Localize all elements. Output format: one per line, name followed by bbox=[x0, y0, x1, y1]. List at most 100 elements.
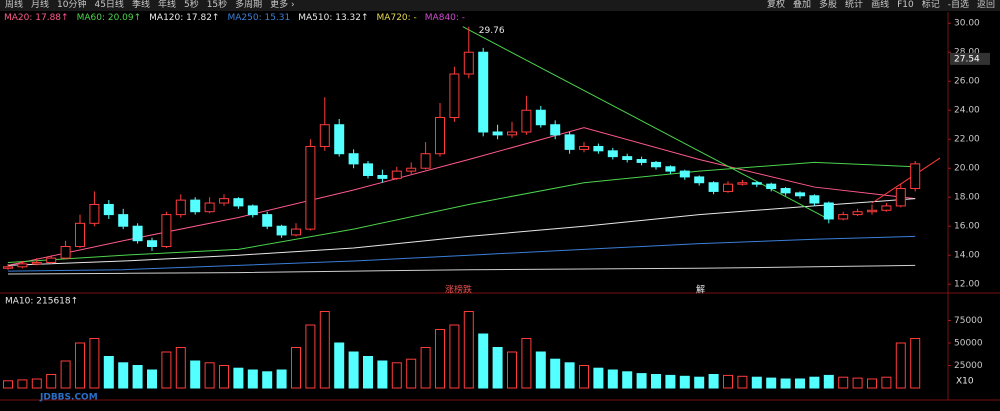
legend-entry: MA120: 17.82↑ bbox=[149, 13, 220, 23]
candle-body bbox=[651, 161, 661, 168]
volume-bar bbox=[535, 351, 546, 389]
candle-body bbox=[190, 199, 201, 213]
volume-bar bbox=[521, 338, 532, 389]
y-tick-label: 14.00 bbox=[954, 251, 980, 261]
toolbar-tab[interactable]: 10分钟 bbox=[57, 0, 87, 10]
volume-bar bbox=[636, 373, 647, 389]
price-marker-box bbox=[950, 52, 990, 65]
candle-body bbox=[17, 263, 28, 268]
toolbar-button[interactable]: 标记 bbox=[921, 0, 940, 10]
volume-bar bbox=[132, 365, 143, 389]
candle-body bbox=[579, 145, 589, 150]
legend-entry: MA510: 13.32↑ bbox=[298, 13, 369, 23]
volume-bar bbox=[895, 342, 906, 389]
volume-bar bbox=[262, 371, 273, 389]
volume-bar bbox=[550, 358, 561, 389]
volume-bar bbox=[391, 362, 402, 389]
volume-bar bbox=[204, 362, 215, 389]
toolbar-tab[interactable]: 月线 bbox=[31, 0, 50, 10]
candle-body bbox=[895, 188, 906, 207]
volume-bar bbox=[766, 377, 777, 389]
volume-bar bbox=[291, 347, 301, 389]
volume-bar bbox=[17, 379, 28, 389]
candle-body bbox=[550, 124, 561, 136]
volume-bar bbox=[593, 367, 604, 389]
candle-body bbox=[463, 51, 474, 75]
volume-bar bbox=[175, 347, 186, 389]
annotation: 涨榜跌 bbox=[445, 284, 472, 296]
ma-line bbox=[7, 161, 916, 263]
volume-bar bbox=[377, 360, 388, 389]
volume-bar bbox=[233, 367, 244, 389]
toolbar-tab[interactable]: 15秒 bbox=[206, 0, 228, 10]
candle-body bbox=[478, 51, 489, 133]
toolbar-button[interactable]: 多股 bbox=[819, 0, 838, 10]
volume-bar bbox=[420, 347, 431, 389]
toolbar-tab[interactable]: 多周期 bbox=[235, 0, 263, 10]
price-marker-label: 27.54 bbox=[954, 54, 980, 64]
candle-body bbox=[377, 174, 388, 179]
volume-bar bbox=[161, 351, 172, 389]
volume-bar bbox=[190, 360, 201, 389]
trend-arrow bbox=[871, 157, 941, 204]
toolbar-button[interactable]: 统计 bbox=[845, 0, 864, 10]
volume-bar bbox=[823, 374, 834, 389]
volume-bar bbox=[348, 351, 359, 389]
candle-body bbox=[521, 109, 532, 133]
candle-body bbox=[103, 203, 114, 216]
candle-body bbox=[219, 198, 229, 204]
toolbar-button[interactable]: 返回 bbox=[976, 0, 995, 10]
candle-body bbox=[449, 73, 460, 118]
toolbar-button[interactable]: 画线 bbox=[871, 0, 890, 10]
volume-bar bbox=[694, 376, 705, 389]
candle-body bbox=[795, 192, 805, 197]
candle-body bbox=[247, 205, 258, 216]
toolbar-tab[interactable]: 5秒 bbox=[183, 0, 199, 10]
annotation: 解 bbox=[696, 284, 705, 296]
y-tick-label: 28.00 bbox=[954, 48, 980, 58]
candle-body bbox=[46, 257, 57, 263]
y-tick-label: 50000 bbox=[954, 339, 983, 349]
candle-body bbox=[391, 170, 402, 179]
volume-bar bbox=[723, 374, 733, 389]
toolbar-tab[interactable]: 季线 bbox=[131, 0, 150, 10]
candle-body bbox=[737, 182, 748, 185]
candle-body bbox=[867, 209, 877, 213]
trend-line bbox=[462, 26, 830, 220]
legend-entry: MA20: 17.88↑ bbox=[4, 13, 69, 23]
toolbar-button[interactable]: F10 bbox=[897, 0, 914, 10]
toolbar-tab[interactable]: 更多 › bbox=[270, 0, 295, 10]
candle-body bbox=[751, 182, 762, 185]
candle-body bbox=[291, 228, 301, 236]
candle-body bbox=[564, 134, 575, 150]
y-tick-label: 22.00 bbox=[954, 135, 980, 145]
toolbar-left: 周线 月线 10分钟 45日线 季线 年线 5秒 15秒 多周期 更多 › bbox=[0, 0, 300, 11]
candle-body bbox=[75, 222, 85, 248]
candle-body bbox=[276, 225, 287, 236]
candle-body bbox=[132, 225, 143, 242]
volume-bar bbox=[795, 378, 805, 389]
volume-bar bbox=[507, 351, 517, 389]
toolbar-button[interactable]: 叠加 bbox=[793, 0, 812, 10]
toolbar-tab[interactable]: 年线 bbox=[157, 0, 176, 10]
toolbar-tab[interactable]: 45日线 bbox=[94, 0, 124, 10]
candle-body bbox=[435, 116, 445, 155]
volume-bar bbox=[622, 371, 633, 389]
toolbar: 周线 月线 10分钟 45日线 季线 年线 5秒 15秒 多周期 更多 › 复权 叠加 多股 统计 画线 F… bbox=[0, 0, 1000, 11]
volume-bar bbox=[852, 377, 863, 389]
toolbar-tab[interactable]: 周线 bbox=[5, 0, 24, 10]
toolbar-button[interactable]: 复权 bbox=[767, 0, 786, 10]
volume-bar bbox=[838, 376, 849, 389]
volume-bar bbox=[89, 338, 100, 389]
toolbar-button[interactable]: -自选 bbox=[947, 0, 969, 10]
volume-bar bbox=[737, 375, 748, 389]
volume-bar bbox=[363, 356, 373, 389]
y-tick-label: 20.00 bbox=[954, 164, 980, 174]
volume-bar bbox=[665, 374, 676, 389]
candle-body bbox=[319, 124, 330, 147]
volume-bar bbox=[60, 360, 71, 389]
candle-body bbox=[89, 203, 100, 224]
y-tick-label: 24.00 bbox=[954, 106, 980, 116]
volume-bar bbox=[492, 347, 503, 389]
ma-line bbox=[7, 235, 916, 272]
